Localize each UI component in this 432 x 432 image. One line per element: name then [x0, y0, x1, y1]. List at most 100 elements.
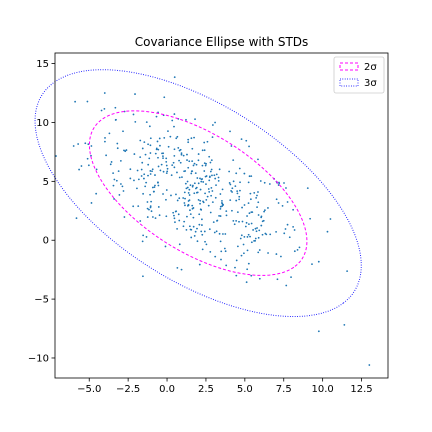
scatter-point [242, 243, 245, 246]
x-tick-label: 0.0 [159, 384, 175, 395]
scatter-point [218, 168, 221, 171]
scatter-point [116, 147, 119, 150]
scatter-point [143, 177, 145, 180]
scatter-point [142, 192, 145, 195]
scatter-point [210, 168, 213, 171]
scatter-point [249, 198, 252, 201]
scatter-point [154, 217, 157, 220]
scatter-point [258, 249, 261, 251]
scatter-point [157, 181, 159, 184]
scatter-point [234, 185, 237, 188]
x-tick-label: 5.0 [237, 384, 253, 395]
scatter-point [201, 233, 204, 236]
scatter-point [116, 142, 119, 145]
scatter-point [281, 204, 284, 207]
scatter-point [145, 236, 148, 238]
scatter-point [143, 141, 146, 144]
scatter-point [198, 213, 201, 216]
legend-swatch [339, 62, 359, 71]
scatter-point [149, 170, 152, 172]
scatter-point [156, 140, 159, 143]
scatter-point [236, 190, 239, 193]
scatter-point [250, 175, 253, 178]
scatter-point [109, 163, 112, 166]
scatter-point [84, 142, 87, 145]
scatter-point [173, 148, 176, 151]
scatter-point [257, 236, 260, 239]
scatter-point [170, 194, 172, 197]
scatter-point [211, 174, 213, 177]
scatter-point [205, 183, 207, 186]
scatter-point [132, 113, 135, 116]
scatter-point [221, 199, 223, 202]
scatter-point [269, 233, 272, 236]
scatter-point [218, 214, 220, 217]
scatter-point [190, 137, 193, 140]
scatter-point [180, 153, 183, 156]
scatter-point [264, 209, 266, 212]
scatter-point [155, 115, 158, 118]
x-axis: −5.0 −2.5 0.0 2.5 5.0 7.5 10.0 12.5 [77, 378, 373, 395]
scatter-point [192, 207, 195, 209]
scatter-point [142, 275, 144, 278]
scatter-point [186, 215, 188, 218]
scatter-point [201, 218, 203, 221]
scatter-point [197, 199, 200, 201]
scatter-point [198, 223, 201, 226]
scatter-point [145, 181, 148, 184]
scatter-point [208, 176, 211, 179]
scatter-point [257, 214, 260, 216]
scatter-point [246, 268, 249, 271]
scatter-point [293, 229, 296, 231]
scatter-point [186, 153, 188, 156]
scatter-point [123, 216, 126, 218]
scatter-point [204, 240, 206, 243]
scatter-point [243, 235, 246, 238]
scatter-point [184, 197, 186, 200]
scatter-point [258, 229, 261, 232]
scatter-point [153, 190, 155, 193]
scatter-point [114, 106, 117, 109]
scatter-point [176, 199, 179, 202]
scatter-point [243, 204, 246, 206]
scatter-point [173, 125, 175, 128]
scatter-point [209, 161, 212, 164]
scatter-point [165, 215, 168, 218]
scatter-point [173, 217, 176, 220]
scatter-point [267, 207, 269, 209]
scatter-point [257, 158, 259, 161]
scatter-point [141, 161, 144, 164]
scatter-point [162, 157, 164, 160]
scatter-point [165, 157, 168, 160]
scatter-point [173, 113, 176, 115]
scatter-point [235, 259, 238, 262]
scatter-point [151, 186, 154, 189]
scatter-point [210, 194, 213, 197]
scatter-point [129, 168, 132, 171]
scatter-point [157, 206, 160, 208]
scatter-point [238, 195, 241, 198]
y-tick-label: 5 [43, 177, 49, 188]
scatter-point [238, 198, 241, 201]
scatter-point [247, 233, 250, 236]
scatter-point [249, 235, 251, 238]
scatter-point [203, 170, 206, 172]
scatter-point [230, 145, 233, 147]
y-tick-label: 0 [43, 236, 49, 247]
scatter-point [250, 274, 253, 277]
scatter-point [256, 227, 258, 229]
scatter-point [197, 159, 200, 162]
scatter-point [208, 190, 211, 193]
scatter-point [187, 166, 190, 169]
scatter-point [257, 201, 260, 204]
scatter-point [149, 152, 152, 154]
y-axis: −10 −5 0 5 10 15 [28, 59, 55, 364]
scatter-point [193, 182, 196, 185]
scatter-point [211, 190, 214, 192]
scatter-point [148, 157, 151, 160]
scatter-point [236, 211, 239, 214]
scatter-point [183, 191, 186, 194]
scatter-point [155, 148, 158, 151]
scatter-point [178, 176, 181, 179]
